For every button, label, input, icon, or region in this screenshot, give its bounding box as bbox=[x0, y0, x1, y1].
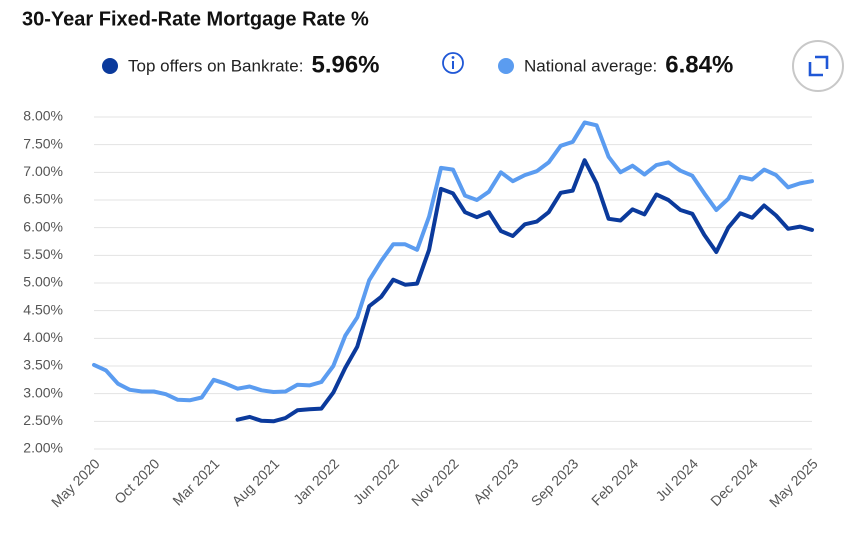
x-tick-label: Sep 2023 bbox=[528, 455, 582, 509]
y-tick-label: 4.00% bbox=[23, 329, 63, 345]
info-icon[interactable] bbox=[442, 52, 464, 74]
y-tick-label: 6.00% bbox=[23, 218, 63, 234]
legend-swatch bbox=[498, 58, 514, 74]
legend-value: 5.96% bbox=[311, 51, 379, 78]
x-tick-label: May 2025 bbox=[766, 455, 821, 510]
y-tick-label: 2.50% bbox=[23, 412, 63, 428]
x-tick-label: Mar 2021 bbox=[169, 455, 222, 508]
y-tick-label: 7.50% bbox=[23, 135, 63, 151]
x-tick-label: Jul 2024 bbox=[652, 455, 701, 504]
x-tick-label: Jan 2022 bbox=[290, 455, 342, 507]
x-tick-label: Jun 2022 bbox=[350, 455, 402, 507]
expand-button[interactable] bbox=[792, 40, 844, 92]
series-line bbox=[235, 158, 814, 424]
y-tick-label: 5.50% bbox=[23, 246, 63, 262]
x-tick-label: Apr 2023 bbox=[470, 455, 522, 507]
y-tick-label: 3.00% bbox=[23, 384, 63, 400]
y-tick-label: 7.00% bbox=[23, 163, 63, 179]
x-tick-label: Dec 2024 bbox=[707, 455, 761, 509]
x-tick-label: Feb 2024 bbox=[588, 455, 641, 508]
y-tick-label: 8.00% bbox=[23, 108, 63, 124]
legend-value: 6.84% bbox=[665, 51, 733, 78]
x-tick-label: Aug 2021 bbox=[229, 455, 283, 509]
legend-label: National average: bbox=[524, 56, 657, 75]
y-tick-label: 6.50% bbox=[23, 191, 63, 207]
legend-swatch bbox=[102, 58, 118, 74]
y-tick-label: 3.50% bbox=[23, 357, 63, 373]
legend-label: Top offers on Bankrate: bbox=[128, 56, 303, 75]
chart-title: 30-Year Fixed-Rate Mortgage Rate % bbox=[22, 8, 369, 30]
x-tick-label: Oct 2020 bbox=[111, 455, 163, 507]
x-tick-label: May 2020 bbox=[48, 455, 103, 510]
series-line bbox=[92, 120, 814, 403]
y-tick-label: 2.00% bbox=[23, 440, 63, 456]
y-tick-label: 4.50% bbox=[23, 301, 63, 317]
x-tick-label: Nov 2022 bbox=[408, 455, 462, 509]
y-tick-label: 5.00% bbox=[23, 274, 63, 290]
